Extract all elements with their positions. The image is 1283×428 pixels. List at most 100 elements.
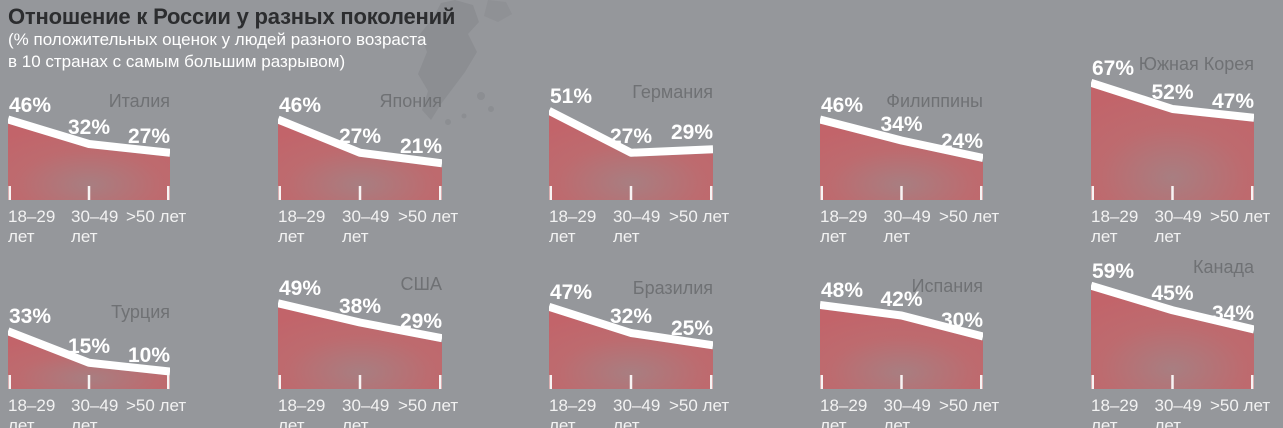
axis-tick [8,375,11,389]
axis-tick [278,186,281,200]
axis-label: 30–49 лет [1154,396,1202,428]
country-label: Канада [1193,256,1254,277]
axis-tick [278,375,281,389]
value-label: 10% [127,343,170,367]
axis-tick [710,375,713,389]
value-label: 48% [821,279,864,302]
country-label: США [400,274,442,295]
trend-line [8,115,170,157]
area-fill [820,309,983,389]
value-label: 46% [821,93,864,117]
axis-label: 18–29 лет [8,396,56,428]
area-fill [1091,86,1254,200]
axis-tick [900,375,903,389]
axis-tick [710,186,713,200]
area-fill [8,335,170,389]
axis-tick [980,186,983,200]
axis-label: 18–29 лет [1091,207,1139,247]
area-chart-svg [549,107,713,200]
area-fill [549,310,713,389]
value-label: 47% [1211,89,1254,113]
axis-label: >50 лет [939,396,1000,415]
value-label: 51% [550,84,593,108]
area-chart-svg [549,302,713,389]
axis-label: 30–49 лет [71,207,119,247]
value-label: 27% [609,124,653,148]
value-label: 47% [550,280,593,304]
value-label: 25% [670,317,713,341]
trend-line [820,301,983,341]
value-label: 34% [880,112,923,136]
value-label: 27% [127,124,170,148]
axis-label: >50 лет [126,396,187,415]
axis-label: 18–29 лет [820,207,868,247]
axis-label: >50 лет [1210,396,1271,415]
axis-tick [1251,186,1254,200]
value-label: 32% [67,116,111,139]
area-fill [278,307,442,389]
trend-line [820,115,983,162]
value-label: 15% [67,334,111,358]
axis-tick [8,186,11,200]
value-label: 52% [1151,81,1194,104]
axis-label: >50 лет [939,207,1000,226]
axis-label: 18–29 лет [549,396,597,428]
axis-tick [820,186,823,200]
axis-tick [549,375,552,389]
country-label: Филиппины [886,90,983,111]
axis-label: >50 лет [398,207,459,226]
page-subtitle-line1: (% положительных оценок у людей разного … [8,30,427,49]
axis-label: 18–29 лет [549,207,597,247]
value-label: 45% [1151,282,1194,306]
axis-tick [900,186,903,200]
axis-label: >50 лет [669,396,730,415]
axis-label: 18–29 лет [8,207,56,247]
axis-label: 18–29 лет [1091,396,1139,428]
trend-line [1091,78,1254,122]
area-fill [8,123,170,200]
axis-label: 30–49 лет [883,396,931,428]
value-label: 24% [940,130,983,153]
value-label: 21% [399,135,442,159]
axis-tick [358,186,362,200]
area-fill [820,123,983,200]
axis-tick [1171,186,1174,200]
area-chart-svg [8,327,170,389]
value-label: 42% [880,287,923,311]
axis-label: 30–49 лет [613,207,661,247]
axis-tick [1251,375,1254,389]
value-label: 32% [609,305,653,328]
page-subtitle-line2: в 10 странах с самым большим разрывом) [8,52,346,71]
country-label: Япония [379,90,443,111]
value-label: 34% [1211,301,1254,325]
axis-label: >50 лет [1210,207,1271,226]
axis-tick [87,186,91,200]
axis-label: 18–29 лет [820,396,868,428]
trend-line [278,299,442,343]
value-label: 29% [670,121,713,145]
area-fill [278,123,442,200]
value-label: 27% [338,124,382,148]
value-label: 29% [399,310,442,334]
page-title: Отношение к России у разных поколений [8,4,456,29]
axis-tick [439,375,442,389]
axis-label: >50 лет [669,207,730,226]
axis-tick [167,186,170,200]
axis-tick [439,186,442,200]
value-label: 46% [9,93,52,117]
axis-tick [87,375,91,389]
area-chart-svg [278,115,442,200]
axis-label: 30–49 лет [883,207,931,247]
value-label: 30% [940,308,983,332]
trend-line [1091,281,1254,334]
country-label: Бразилия [632,277,713,298]
axis-label: 30–49 лет [71,396,119,428]
axis-label: >50 лет [398,396,459,415]
trend-line [8,327,170,376]
value-label: 38% [338,294,382,318]
axis-tick [549,186,552,200]
axis-label: >50 лет [126,207,187,226]
value-label: 59% [1092,259,1135,283]
value-label: 46% [279,93,322,117]
